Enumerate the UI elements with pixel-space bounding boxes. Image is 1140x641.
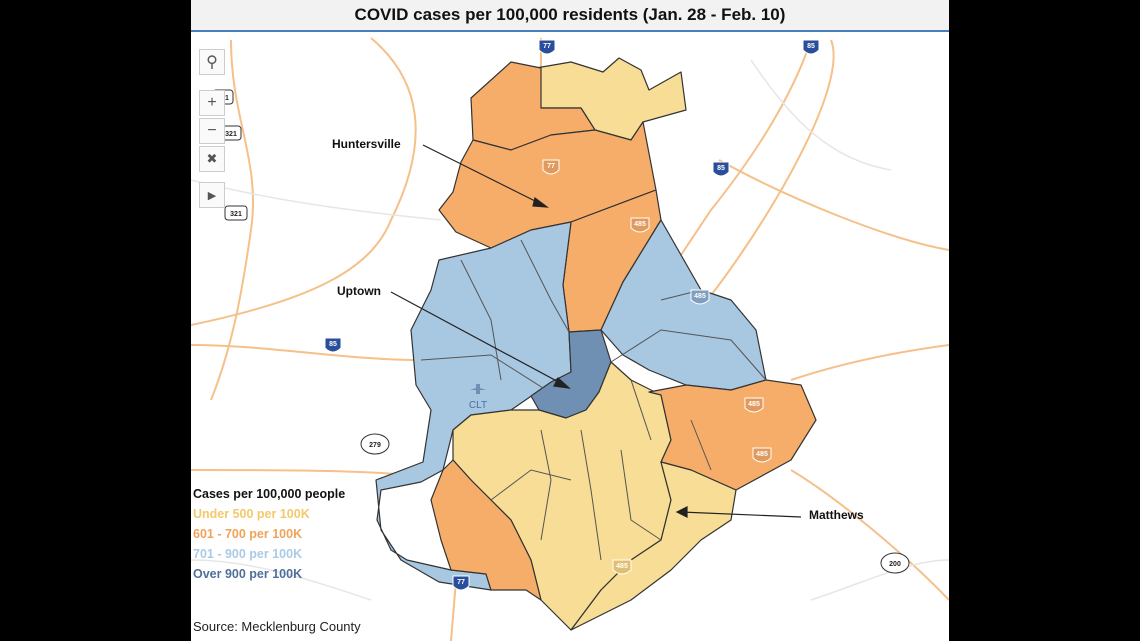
magnifier-icon: ⚲	[206, 54, 218, 71]
i485-b-shield: 485	[690, 289, 710, 305]
route200-shield: 200	[880, 552, 910, 574]
roads	[191, 37, 949, 641]
label-huntersville: Huntersville	[332, 137, 401, 151]
svg-text:200: 200	[889, 561, 901, 568]
route279-shield: 279	[360, 433, 390, 455]
svg-text:485: 485	[748, 401, 760, 408]
svg-text:485: 485	[634, 221, 646, 228]
legend-item-601-700: 601 - 700 per 100K	[193, 527, 303, 541]
svg-text:77: 77	[547, 163, 555, 170]
legend-item-over-900: Over 900 per 100K	[193, 567, 303, 581]
i77-bottom-shield: 77	[452, 575, 470, 591]
region-southwest-orange	[430, 459, 542, 601]
zoom-in-button[interactable]: +	[199, 90, 225, 116]
i485-c-shield: 485	[744, 397, 764, 413]
map-frame: 77 85 85 85 77 485 485 485 485 485 77 32…	[191, 0, 949, 641]
svg-text:279: 279	[369, 442, 381, 449]
label-matthews: Matthews	[809, 508, 864, 522]
i485-d-shield: 485	[752, 447, 772, 463]
pointer-arrows	[390, 144, 802, 518]
i77-top-shield: 77	[538, 39, 556, 55]
svg-text:321: 321	[230, 211, 242, 218]
i485-a-shield: 485	[630, 217, 650, 233]
legend-item-under-500: Under 500 per 100K	[193, 507, 310, 521]
source-credit: Source: Mecklenburg County	[193, 619, 361, 634]
clear-pins-button[interactable]: ✖	[199, 146, 225, 172]
svg-text:485: 485	[616, 563, 628, 570]
airport-icon: CLT	[469, 384, 487, 411]
title-bar: COVID cases per 100,000 residents (Jan. …	[191, 0, 949, 32]
legend: Cases per 100,000 people Under 500 per 1…	[193, 484, 345, 584]
svg-text:85: 85	[807, 43, 815, 50]
svg-text:77: 77	[543, 43, 551, 50]
i485-e-shield: 485	[612, 559, 632, 575]
regions	[375, 57, 817, 631]
county-map[interactable]: 77 85 85 85 77 485 485 485 485 485 77 32…	[191, 0, 949, 641]
search-button[interactable]: ⚲	[199, 49, 225, 75]
play-icon: ▶	[207, 189, 217, 202]
label-uptown: Uptown	[337, 284, 381, 298]
play-button[interactable]: ▶	[199, 182, 225, 208]
legend-item-701-900: 701 - 900 per 100K	[193, 547, 303, 561]
i85-top-shield: 85	[802, 39, 820, 55]
region-west-blue	[375, 221, 572, 591]
zoom-out-button[interactable]: −	[199, 118, 225, 144]
svg-text:485: 485	[694, 293, 706, 300]
legend-heading: Cases per 100,000 people	[193, 487, 346, 501]
i85-left-shield: 85	[324, 337, 342, 353]
svg-text:321: 321	[225, 131, 237, 138]
svg-text:485: 485	[756, 451, 768, 458]
svg-text:85: 85	[329, 341, 337, 348]
page-title: COVID cases per 100,000 residents (Jan. …	[354, 5, 786, 24]
i85-right-shield: 85	[712, 161, 730, 177]
svg-text:85: 85	[717, 165, 725, 172]
svg-text:77: 77	[457, 579, 465, 586]
i77-mid-shield: 77	[542, 159, 560, 175]
region-east-orange	[648, 379, 817, 491]
pin-clear-icon: ✖	[206, 151, 218, 166]
airport-label: CLT	[469, 400, 487, 411]
us321-c-shield: 321	[224, 205, 248, 221]
